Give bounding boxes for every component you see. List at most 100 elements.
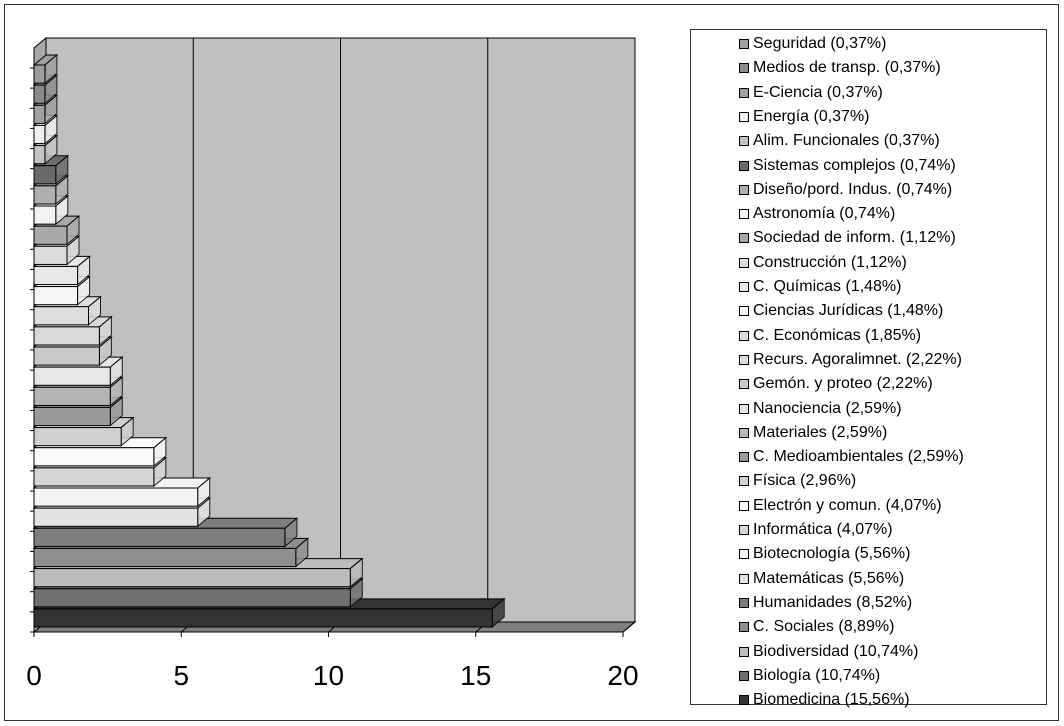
bar: [33, 225, 68, 245]
bar: [33, 608, 493, 628]
legend-label: Física (2,96%): [753, 472, 857, 490]
legend-item: Gemón. y proteo (2,22%): [739, 372, 933, 396]
legend-item: E-Ciencia (0,37%): [739, 81, 883, 105]
bar: [33, 487, 199, 507]
bar: [33, 84, 46, 104]
bar: [33, 64, 46, 84]
legend-swatch: [739, 549, 749, 560]
chart-plot: [30, 36, 637, 637]
legend-swatch: [739, 427, 749, 438]
legend-item: Seguridad (0,37%): [739, 32, 886, 56]
legend-item: Informática (4,07%): [739, 518, 893, 542]
legend-label: Energía (0,37%): [753, 107, 870, 125]
legend-label: Seguridad (0,37%): [753, 35, 887, 52]
bar: [33, 265, 79, 286]
legend-item: Matemáticas (5,56%): [739, 567, 904, 591]
bar: [33, 467, 155, 487]
legend-label: C. Medioambientales (2,59%): [753, 448, 964, 466]
legend-item: Recurs. Agoralimnet. (2,22%): [739, 348, 962, 372]
legend-swatch: [739, 111, 749, 122]
legend-label: Biotecnología (5,56%): [753, 545, 911, 563]
legend-swatch: [739, 160, 749, 171]
bar: [33, 245, 68, 265]
bar: [33, 366, 111, 386]
legend-item: C. Químicas (1,48%): [739, 275, 901, 299]
bar: [33, 145, 46, 165]
legend-swatch: [739, 63, 749, 74]
legend-label: Construcción (1,12%): [753, 253, 907, 271]
bar: [33, 547, 297, 568]
legend-swatch: [739, 233, 749, 244]
bar: [33, 165, 57, 185]
legend-swatch: [739, 136, 749, 147]
x-tick-label: 10: [312, 660, 345, 691]
x-tick-label: 15: [460, 660, 492, 691]
legend-item: Alim. Funcionales (0,37%): [739, 129, 940, 153]
legend-swatch: [739, 184, 749, 195]
legend-item: Sociedad de inform. (1,12%): [739, 226, 956, 250]
legend-label: Astronomía (0,74%): [753, 205, 896, 223]
legend-swatch: [739, 354, 749, 365]
legend-swatch: [739, 476, 749, 487]
legend-item: C. Medioambientales (2,59%): [739, 445, 964, 469]
legend-item: Electrón y comun. (4,07%): [739, 494, 942, 518]
legend-label: Biomedicina (15,56%): [753, 691, 910, 709]
legend-label: Nanociencia (2,59%): [753, 399, 902, 417]
legend-swatch: [739, 39, 749, 49]
bar: [33, 427, 122, 447]
gridline-floor: [622, 621, 636, 633]
x-tick-label: 0: [26, 660, 42, 691]
bar: [33, 447, 155, 467]
legend-label: Materiales (2,59%): [753, 423, 888, 441]
legend-label: Matemáticas (5,56%): [753, 569, 905, 587]
x-tick-label: 5: [173, 660, 190, 691]
legend-item: Biotecnología (5,56%): [739, 542, 910, 566]
bar: [33, 326, 100, 346]
bar: [33, 527, 286, 547]
legend-swatch: [739, 379, 749, 390]
legend-label: Medios de transp. (0,37%): [753, 59, 941, 77]
legend-label: Informática (4,07%): [753, 521, 893, 538]
legend-item: Humanidades (8,52%): [739, 591, 912, 615]
legend-swatch: [739, 452, 749, 463]
legend-swatch: [739, 87, 749, 98]
legend-swatch: [739, 330, 749, 341]
legend-label: C. Económicas (1,85%): [753, 326, 922, 344]
bar: [33, 386, 111, 406]
legend-label: C. Sociales (8,89%): [753, 618, 895, 636]
bar: [33, 406, 111, 427]
legend-item: Ciencias Jurídicas (1,48%): [739, 299, 943, 323]
legend-swatch: [739, 597, 749, 608]
legend-swatch: [739, 646, 749, 657]
legend-swatch: [739, 622, 749, 633]
legend-label: C. Químicas (1,48%): [753, 278, 902, 295]
legend-item: C. Sociales (8,89%): [739, 615, 894, 639]
legend-swatch: [739, 525, 749, 535]
legend-swatch: [739, 209, 749, 220]
legend-swatch: [739, 670, 749, 681]
bar: [33, 286, 79, 306]
legend-item: Biodiversidad (10,74%): [739, 640, 918, 664]
legend-item: Construcción (1,12%): [739, 251, 907, 275]
legend-item: Energía (0,37%): [739, 105, 870, 129]
legend-label: Recurs. Agoralimnet. (2,22%): [753, 350, 962, 368]
bar: [33, 185, 57, 205]
legend-item: Diseño/pord. Indus. (0,74%): [739, 178, 952, 202]
legend-label: Sociedad de inform. (1,12%): [753, 229, 956, 247]
legend-label: Humanidades (8,52%): [753, 593, 913, 611]
legend-swatch: [739, 500, 749, 511]
legend-item: Nanociencia (2,59%): [739, 397, 902, 421]
legend-label: Biología (10,74%): [753, 666, 881, 684]
bar: [33, 205, 57, 225]
legend-swatch: [739, 403, 749, 414]
bar: [33, 568, 351, 588]
bar: [33, 104, 46, 124]
legend-item: Astronomía (0,74%): [739, 202, 895, 226]
bar: [33, 306, 89, 326]
legend: Seguridad (0,37%) Medios de transp. (0,37…: [690, 29, 1047, 708]
legend-label: Ciencias Jurídicas (1,48%): [753, 302, 944, 320]
bar: [33, 346, 100, 366]
bar: [33, 507, 199, 527]
legend-label: E-Ciencia (0,37%): [753, 83, 883, 101]
legend-swatch: [739, 257, 749, 268]
